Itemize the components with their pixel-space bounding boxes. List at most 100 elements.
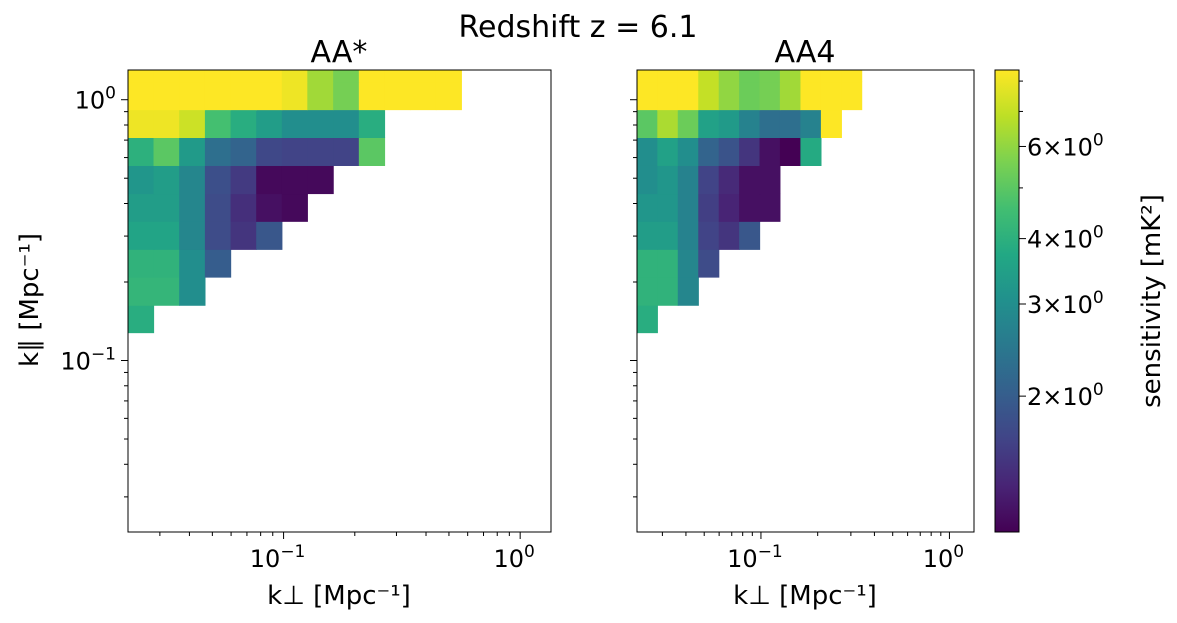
heatmap-cell (677, 70, 699, 83)
heatmap-cell (739, 81, 761, 111)
heatmap-cell (204, 165, 232, 195)
heatmap-cell (128, 193, 155, 222)
heatmap-cell (333, 109, 360, 138)
colorbar-tick-label: 3×100 (1027, 288, 1104, 319)
heatmap-cell (637, 193, 658, 222)
heatmap-cell (677, 137, 699, 166)
heatmap-cell (698, 221, 720, 250)
heatmap-cell (179, 137, 206, 166)
heatmap-cell (307, 165, 334, 195)
heatmap-cell (153, 221, 180, 250)
panel-title: AA4 (775, 35, 836, 70)
heatmap-cell (657, 81, 679, 111)
heatmap-cell (128, 81, 155, 111)
heatmap-cell (128, 249, 155, 278)
heatmap-cell (333, 70, 360, 83)
heatmap-cell (204, 81, 232, 111)
heatmap-cell (256, 165, 283, 195)
heatmap-cell (153, 249, 180, 278)
heatmap-cell (657, 249, 679, 278)
heatmap-cell (230, 193, 257, 222)
heatmap-cell (698, 81, 720, 111)
heatmap-cell (358, 81, 386, 111)
heatmap-cell (657, 109, 679, 138)
heatmap-cell (230, 81, 257, 111)
heatmap-cell (281, 193, 308, 222)
heatmap-cell (841, 81, 863, 111)
x-axis-label: k⊥ [Mpc⁻¹] (267, 581, 411, 611)
x-axis-label: k⊥ [Mpc⁻¹] (733, 581, 877, 611)
heatmap-cell (677, 81, 699, 111)
heatmap-cell (384, 70, 411, 83)
heatmap-cell (358, 109, 386, 138)
heatmap-cell (677, 249, 699, 278)
heatmap-cell (820, 70, 842, 83)
colorbar-gradient (994, 69, 1020, 533)
heatmap-cell (179, 277, 206, 306)
heatmap-cell (409, 70, 437, 83)
heatmap-cell (409, 81, 437, 111)
heatmap-cell (128, 165, 155, 195)
heatmap-cell (128, 70, 155, 83)
heatmap-cell (657, 221, 679, 250)
heatmap-cell (800, 109, 822, 138)
heatmap-cell (204, 109, 232, 138)
heatmap-cell (718, 165, 740, 195)
heatmap-cell (698, 109, 720, 138)
heatmap-cell (739, 221, 761, 250)
colorbar-ticks: 6×100 4×100 3×100 2×100 (1019, 80, 1104, 411)
heatmap-cell (179, 81, 206, 111)
heatmap-cell (281, 137, 308, 166)
heatmap-cell (779, 81, 802, 111)
heatmap-cell (128, 109, 155, 138)
axis-ticks: 10−1 100 10−1 100 (60, 84, 534, 573)
heatmap-cell (204, 221, 232, 250)
heatmap-cell (759, 193, 781, 222)
heatmap-cell (153, 109, 180, 138)
heatmap-cell (179, 70, 206, 83)
heatmap-cell (358, 137, 386, 166)
y-tick-label: 100 (75, 84, 116, 115)
heatmap-cell (179, 109, 206, 138)
heatmap-cell (657, 137, 679, 166)
heatmap-cell (128, 137, 155, 166)
heatmap-cell (153, 137, 180, 166)
heatmap-cell (718, 221, 740, 250)
heatmap-cell (179, 249, 206, 278)
heatmap-cell (281, 109, 308, 138)
heatmap-cell (739, 109, 761, 138)
heatmap-cell (718, 137, 740, 166)
heatmap-cell (698, 70, 720, 83)
heatmap-cell (698, 249, 720, 278)
heatmap-cell (677, 165, 699, 195)
heatmap-cell (230, 109, 257, 138)
plot-frame (636, 69, 975, 533)
heatmap-cell (779, 109, 802, 138)
heatmap-cell (128, 277, 155, 306)
heatmap-cell (128, 221, 155, 250)
heatmap-cell (179, 221, 206, 250)
heatmap-cell (718, 70, 740, 83)
heatmap-cell (256, 137, 283, 166)
heatmap-cell (637, 109, 658, 138)
heatmap-cell (759, 137, 781, 166)
heatmap-cell (333, 81, 360, 111)
heatmap-cell (153, 81, 180, 111)
heatmap-cell (179, 165, 206, 195)
heatmap-cell (179, 193, 206, 222)
heatmap-cell (307, 109, 334, 138)
colorbar-tick-label: 6×100 (1027, 130, 1104, 161)
heatmap-cell (637, 81, 658, 111)
heatmap-cell (307, 70, 334, 83)
heatmap-cell (435, 70, 462, 83)
heatmap-cell (698, 137, 720, 166)
y-axis-label: k∥ [Mpc⁻¹] (15, 233, 45, 367)
heatmap-cell (307, 137, 334, 166)
heatmap-cell (204, 249, 232, 278)
heatmap-cell (153, 70, 180, 83)
heatmap-cell (358, 70, 386, 83)
heatmap-cell (637, 165, 658, 195)
panel-aa-star: AA* 10−1 100 10−1 100 k⊥ [Mpc⁻¹] k∥ [Mpc⁻¹] (15, 35, 552, 611)
heatmap-cell (204, 137, 232, 166)
